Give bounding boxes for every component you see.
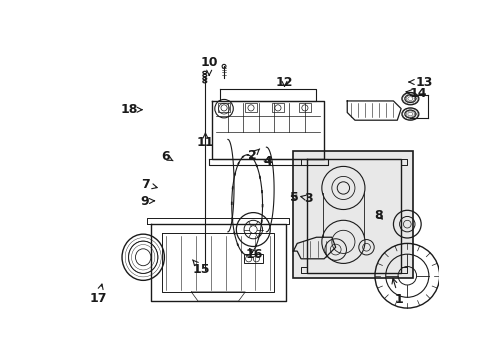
Bar: [218, 103, 230, 112]
Bar: [271, 103, 284, 112]
Text: 7: 7: [141, 178, 157, 191]
Text: 11: 11: [196, 133, 214, 149]
Text: 13: 13: [408, 76, 431, 89]
Text: 9: 9: [140, 195, 154, 208]
Text: 8: 8: [373, 208, 382, 221]
Text: 6: 6: [161, 150, 173, 163]
Text: 2: 2: [247, 149, 259, 162]
Text: 1: 1: [391, 279, 403, 306]
Bar: [244, 103, 257, 112]
Text: 18: 18: [121, 103, 142, 116]
Bar: [244, 254, 262, 264]
Text: 17: 17: [89, 284, 107, 305]
Text: 15: 15: [192, 260, 209, 276]
Text: 4: 4: [263, 154, 271, 167]
Bar: [298, 103, 310, 112]
Bar: [293, 151, 412, 278]
Text: 14: 14: [405, 87, 426, 100]
Text: 10: 10: [200, 56, 218, 75]
Text: 16: 16: [245, 248, 263, 261]
Text: 5: 5: [290, 190, 299, 203]
Text: 3: 3: [300, 192, 313, 205]
Text: 12: 12: [275, 76, 293, 89]
